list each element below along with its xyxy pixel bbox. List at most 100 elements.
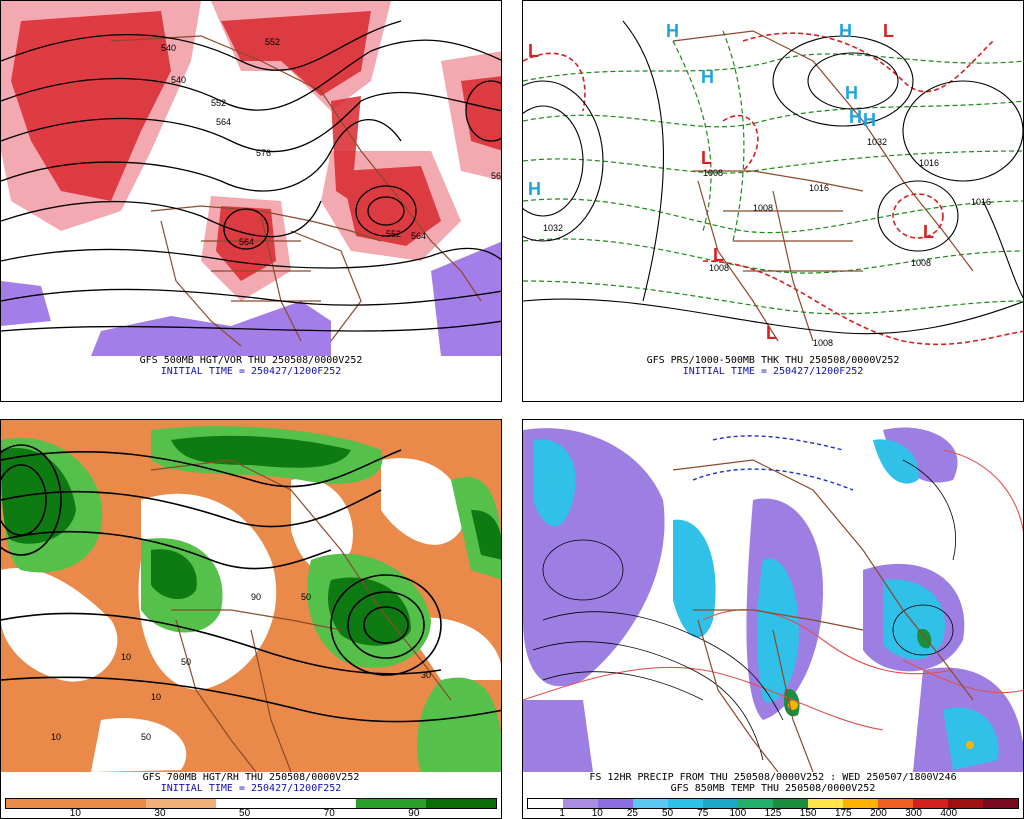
map-500mb-vorticity: 540 552 564 576 540 552 564 564 552 564: [1, 1, 501, 356]
colorbar-tick-label: 10: [69, 808, 81, 819]
high-pressure-symbol: H: [845, 83, 858, 103]
panel-700mb-hgt-rh: 10 50 90 10 50 30 10 50 GFS 700MB HGT/RH…: [0, 419, 502, 819]
colorbar-swatch: [286, 799, 356, 808]
isobar-label: 1016: [919, 158, 939, 168]
low-pressure-symbol: L: [701, 148, 712, 168]
contour-label: 90: [251, 592, 261, 602]
colorbar-tick-label: 100: [729, 808, 747, 819]
colorbar-tick-label: 300: [905, 808, 922, 819]
contour-label: 50: [141, 732, 151, 742]
isobar-label: 1008: [703, 168, 723, 178]
contour-label: 540: [171, 75, 186, 85]
precip-colorbar-labels: 1 10 25 50 75 100 125 150 175 200 300 400: [527, 808, 1019, 819]
rh-colorbar: 10 30 50 70 90: [1, 794, 501, 819]
colorbar-tick-label: 125: [764, 808, 782, 819]
colorbar-swatch: [738, 799, 773, 808]
low-pressure-symbol: L: [713, 245, 724, 265]
colorbar-tick-label: 30: [154, 808, 166, 819]
colorbar-tick-label: 1: [559, 808, 565, 819]
high-pressure-symbol: H: [863, 110, 876, 130]
low-pressure-symbol: L: [528, 41, 539, 61]
colorbar-tick-label: 25: [626, 808, 638, 819]
contour-label: 564: [239, 237, 254, 247]
caption-title: GFS 700MB HGT/RH THU 250508/0000V252: [142, 772, 360, 783]
low-pressure-symbol: L: [923, 222, 934, 242]
contour-label: 10: [121, 652, 131, 662]
panel-precip-850mb-temp: FS 12HR PRECIP FROM THU 250508/0000V252 …: [522, 419, 1024, 819]
isobar-label: 1032: [867, 137, 887, 147]
high-pressure-symbol: H: [839, 21, 852, 41]
colorbar-swatch: [356, 799, 426, 808]
colorbar-tick-label: 50: [662, 808, 674, 819]
isobar-label: 1016: [809, 183, 829, 193]
high-pressure-symbol: H: [849, 107, 862, 127]
colorbar-swatch: [808, 799, 843, 808]
low-pressure-symbol: L: [883, 21, 894, 41]
caption-init-time: INITIAL TIME = 250427/1200F252: [682, 366, 864, 377]
colorbar-swatch: [843, 799, 878, 808]
colorbar-swatch: [528, 799, 563, 808]
colorbar-swatch: [983, 799, 1018, 808]
panel-caption: GFS PRS/1000-500MB THK THU 250508/0000V2…: [523, 355, 1023, 377]
colorbar-swatch: [563, 799, 598, 808]
colorbar-swatch: [878, 799, 913, 808]
precip-colorbar-swatches: [527, 798, 1019, 809]
caption-subtitle: GFS 850MB TEMP THU 250508/0000V252: [670, 783, 876, 794]
colorbar-swatch: [146, 799, 216, 808]
caption-title: FS 12HR PRECIP FROM THU 250508/0000V252 …: [589, 772, 957, 783]
map-precip-temp: [523, 420, 1023, 772]
contour-label: 540: [161, 43, 176, 53]
contour-label: 50: [301, 592, 311, 602]
precip-colorbar: 1 10 25 50 75 100 125 150 175 200 300 400: [523, 794, 1023, 819]
colorbar-tick-label: 150: [799, 808, 817, 819]
colorbar-swatch: [6, 799, 76, 808]
contour-label: 552: [265, 37, 280, 47]
panel-caption: FS 12HR PRECIP FROM THU 250508/0000V252 …: [523, 772, 1023, 794]
colorbar-swatch: [598, 799, 633, 808]
colorbar-tick-label: 175: [834, 808, 852, 819]
colorbar-tick-label: 10: [591, 808, 603, 819]
contour-label: 50: [181, 657, 191, 667]
contour-label: 10: [51, 732, 61, 742]
isobar-label: 1016: [971, 197, 991, 207]
colorbar-tick-label: 200: [870, 808, 887, 819]
contour-label: 30: [421, 670, 431, 680]
rh-colorbar-labels: 10 30 50 70 90: [5, 808, 497, 819]
colorbar-swatch: [948, 799, 983, 808]
map-700mb-rh: 10 50 90 10 50 30 10 50: [1, 420, 501, 772]
low-pressure-symbol: L: [766, 323, 777, 343]
isobar-label: 1008: [813, 338, 833, 348]
high-pressure-symbol: H: [701, 67, 714, 87]
map-pressure-thickness: H H H H H H H L L L L L L 1032 1008 1008…: [523, 1, 1023, 356]
colorbar-swatch: [913, 799, 948, 808]
isobar-label: 1008: [911, 258, 931, 268]
colorbar-tick-label: 70: [323, 808, 335, 819]
contour-label: 564: [411, 231, 426, 241]
caption-init-time: INITIAL TIME = 250427/1200F252: [160, 783, 342, 794]
contour-label: 10: [151, 692, 161, 702]
contour-label: 552: [386, 229, 401, 239]
colorbar-tick-label: 400: [940, 808, 958, 819]
isobar-label: 1008: [753, 203, 773, 213]
panel-caption: GFS 500MB HGT/VOR THU 250508/0000V252 IN…: [1, 355, 501, 377]
colorbar-swatch: [426, 799, 496, 808]
caption-title: GFS PRS/1000-500MB THK THU 250508/0000V2…: [646, 355, 900, 366]
caption-init-time: INITIAL TIME = 250427/1200F252: [160, 366, 342, 377]
colorbar-tick-label: 50: [239, 808, 251, 819]
isobar-label: 1032: [543, 223, 563, 233]
colorbar-swatch: [633, 799, 668, 808]
colorbar-swatch: [703, 799, 738, 808]
high-pressure-symbol: H: [528, 179, 541, 199]
high-pressure-symbol: H: [666, 21, 679, 41]
colorbar-swatch: [76, 799, 146, 808]
panel-pressure-thickness: H H H H H H H L L L L L L 1032 1008 1008…: [522, 0, 1024, 402]
colorbar-swatch: [773, 799, 808, 808]
panel-caption: GFS 700MB HGT/RH THU 250508/0000V252 INI…: [1, 772, 501, 794]
rh-colorbar-swatches: [5, 798, 497, 809]
contour-label: 552: [211, 98, 226, 108]
colorbar-swatch: [216, 799, 286, 808]
panel-500mb-hgt-vor: 540 552 564 576 540 552 564 564 552 564 …: [0, 0, 502, 402]
contour-label: 564: [216, 117, 231, 127]
colorbar-tick-label: 75: [697, 808, 709, 819]
isobar-label: 1008: [709, 263, 729, 273]
